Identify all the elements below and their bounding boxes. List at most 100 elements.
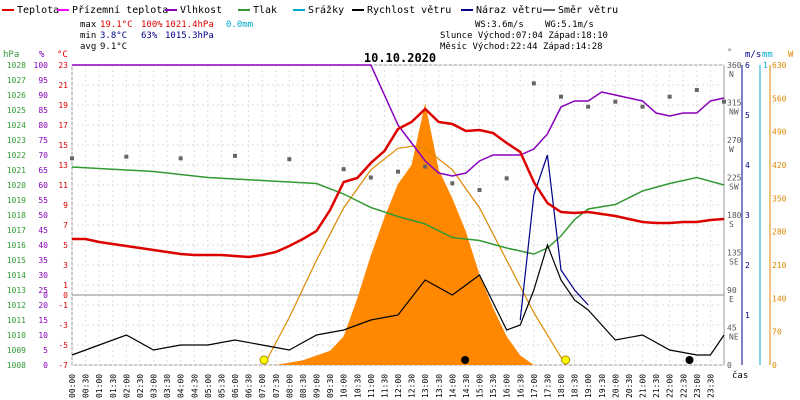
- w-tick-label: 350: [772, 194, 787, 203]
- solar-radiation-area: [275, 103, 534, 365]
- pct-tick-label: 50: [38, 211, 48, 220]
- pct-tick-label: 90: [38, 91, 48, 100]
- legend-wind-label: Rychlost větru: [367, 4, 451, 16]
- wind-direction-point: [586, 104, 591, 109]
- degc-tick-label: 9: [63, 201, 68, 210]
- pct-tick-label: 75: [38, 136, 48, 145]
- wind-direction-point: [667, 94, 672, 99]
- pct-tick-label: 95: [38, 76, 48, 85]
- pressure-line: [71, 166, 725, 255]
- pct-zero-label: 0: [43, 291, 48, 300]
- hpa-tick-label: 1023: [7, 136, 26, 145]
- stat-avg-temp: 9.1°C: [100, 42, 127, 52]
- time-tick-label: 11:30: [380, 374, 389, 398]
- wind-direction-point: [450, 181, 455, 186]
- wind-speed-line: [71, 243, 725, 356]
- hpa-tick-label: 1025: [7, 106, 26, 115]
- axis-units: hPa % °C ° m/s mm W čas: [3, 48, 794, 381]
- unit-cas: čas: [732, 370, 748, 381]
- degc-tick-label: -1: [58, 301, 68, 310]
- hpa-tick-label: 1020: [7, 181, 26, 190]
- stat-avg-label: avg: [80, 42, 96, 52]
- wind-direction-point: [722, 99, 726, 104]
- time-tick-label: 21:00: [639, 374, 648, 398]
- time-tick-label: 03:30: [163, 374, 172, 398]
- pct-tick-label: 35: [38, 256, 48, 265]
- degc-tick-label: 11: [58, 181, 68, 190]
- time-tick-label: 06:30: [245, 374, 254, 398]
- time-tick-label: 22:30: [679, 374, 688, 398]
- time-tick-label: 18:30: [571, 374, 580, 398]
- stat-wg: WG:5.1m/s: [545, 20, 594, 30]
- time-tick-label: 14:30: [462, 374, 471, 398]
- dir-tick-value: 45: [727, 324, 737, 333]
- legend-gust-label: Náraz větru: [476, 4, 542, 16]
- hpa-tick-label: 1013: [7, 286, 26, 295]
- left-axes: 1028102710261025102410231022102110201019…: [7, 61, 68, 370]
- time-tick-label: 08:30: [299, 374, 308, 398]
- degc-tick-label: 13: [58, 161, 68, 170]
- wind-direction-point: [477, 188, 482, 192]
- pct-tick-label: 100: [34, 61, 49, 70]
- time-tick-label: 14:00: [448, 374, 457, 398]
- degc-tick-label: 15: [58, 141, 68, 150]
- legend-temp-label: Teplota: [17, 5, 59, 16]
- wind-direction-point: [531, 81, 536, 86]
- time-tick-label: 01:30: [109, 374, 118, 398]
- w-tick-label: 560: [772, 94, 787, 103]
- dir-tick-cardinal: W: [729, 145, 734, 154]
- w-tick-label: 630: [772, 61, 787, 70]
- dir-tick-cardinal: SW: [729, 183, 739, 192]
- time-tick-label: 19:00: [584, 374, 593, 398]
- pct-tick-label: 15: [38, 316, 48, 325]
- hpa-tick-label: 1009: [7, 346, 26, 355]
- time-tick-label: 04:30: [190, 374, 199, 398]
- hpa-tick-label: 1021: [7, 166, 26, 175]
- time-tick-label: 15:30: [489, 374, 498, 398]
- temperature-line: [72, 107, 725, 259]
- hpa-tick-label: 1010: [7, 331, 26, 340]
- pct-tick-label: 65: [38, 166, 48, 175]
- stat-mesic: Měsíc Východ:22:44 Západ:14:28: [440, 42, 603, 52]
- pct-tick-label: 30: [38, 271, 48, 280]
- moon-marker: [685, 356, 694, 364]
- pct-tick-label: 45: [38, 226, 48, 235]
- unit-pct: %: [39, 50, 45, 60]
- dir-tick-value: 315: [727, 99, 742, 108]
- w-tick-label: 490: [772, 128, 787, 137]
- wind-direction-point: [287, 157, 292, 162]
- wind-gust-line: [519, 154, 589, 321]
- time-tick-label: 16:30: [516, 374, 525, 398]
- time-tick-label: 05:30: [217, 374, 226, 398]
- hpa-tick-label: 1028: [7, 61, 26, 70]
- ms-tick-label: 4: [745, 161, 750, 170]
- time-tick-label: 20:00: [611, 374, 620, 398]
- degc-tick-label: -5: [58, 341, 68, 350]
- pct-tick-label: 0: [43, 361, 48, 370]
- time-tick-label: 23:00: [693, 374, 702, 398]
- degc-tick-label: 21: [58, 81, 68, 90]
- pct-tick-label: 10: [38, 331, 48, 340]
- legend-rain-label: Srážky: [308, 4, 344, 16]
- dir-tick-cardinal: SE: [729, 258, 739, 267]
- degc-zero-label: 0: [63, 291, 68, 300]
- time-tick-label: 22:00: [666, 374, 675, 398]
- w-tick-label: 70: [772, 328, 782, 337]
- ms-tick-label: 5: [745, 111, 750, 120]
- degc-tick-label: -7: [58, 361, 68, 370]
- wind-direction-point: [124, 154, 129, 159]
- wind-direction-point: [423, 164, 428, 169]
- stat-min-label: min: [80, 31, 96, 41]
- degc-tick-label: 3: [63, 261, 68, 270]
- w-tick-label: 420: [772, 161, 787, 170]
- wind-direction-point: [396, 169, 400, 174]
- time-tick-label: 05:00: [204, 374, 213, 398]
- unit-hpa: hPa: [3, 50, 19, 60]
- legend-press-label: Tlak: [253, 5, 277, 16]
- hpa-tick-label: 1011: [7, 316, 26, 325]
- degc-tick-label: 19: [58, 101, 68, 110]
- time-tick-label: 10:00: [340, 374, 349, 398]
- wind-direction-point: [233, 153, 237, 158]
- w-tick-label: 0: [772, 361, 777, 370]
